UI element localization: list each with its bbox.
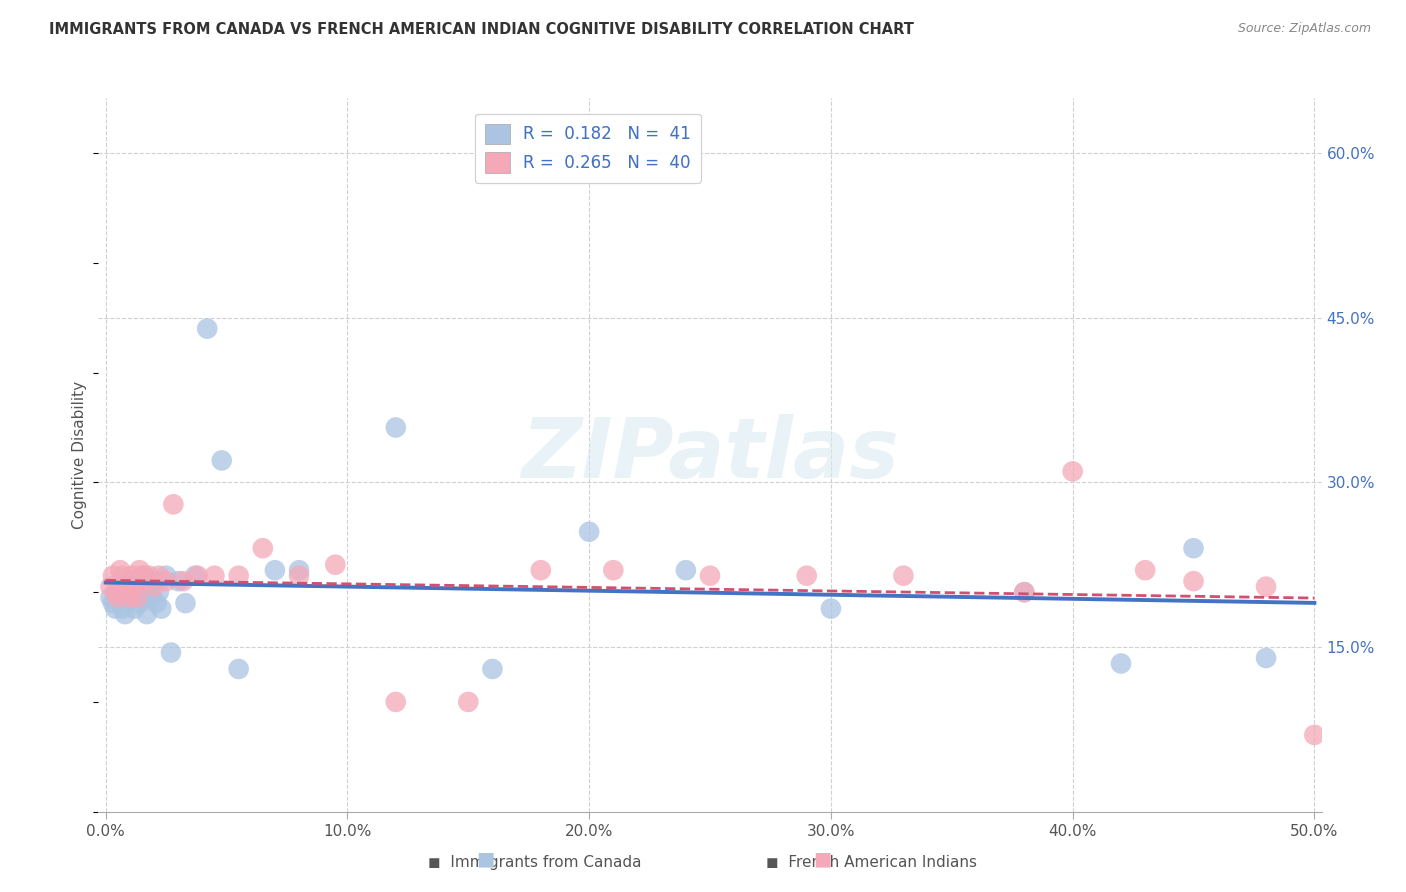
- Point: [1182, 541, 1205, 556]
- Point: [323, 558, 346, 572]
- Point: [117, 574, 139, 589]
- Point: [108, 591, 131, 605]
- Point: [118, 574, 141, 589]
- Point: [457, 695, 479, 709]
- Point: [602, 563, 624, 577]
- Point: [138, 591, 160, 605]
- Text: IMMIGRANTS FROM CANADA VS FRENCH AMERICAN INDIAN COGNITIVE DISABILITY CORRELATIO: IMMIGRANTS FROM CANADA VS FRENCH AMERICA…: [49, 22, 914, 37]
- Point: [228, 662, 250, 676]
- Text: ■: ■: [475, 850, 495, 869]
- Point: [148, 585, 170, 599]
- Point: [155, 568, 177, 582]
- Point: [114, 585, 136, 599]
- Point: [264, 563, 287, 577]
- Text: ◼  Immigrants from Canada: ◼ Immigrants from Canada: [427, 855, 641, 870]
- Point: [174, 596, 197, 610]
- Point: [228, 568, 250, 582]
- Point: [128, 563, 150, 577]
- Point: [107, 585, 129, 599]
- Point: [124, 601, 146, 615]
- Legend: R =  0.182   N =  41, R =  0.265   N =  40: R = 0.182 N = 41, R = 0.265 N = 40: [475, 113, 700, 183]
- Point: [1303, 728, 1326, 742]
- Point: [143, 580, 166, 594]
- Point: [796, 568, 818, 582]
- Point: [530, 563, 553, 577]
- Point: [481, 662, 503, 676]
- Point: [148, 568, 170, 582]
- Point: [118, 591, 141, 605]
- Point: [1182, 574, 1205, 589]
- Point: [127, 591, 149, 605]
- Point: [1062, 464, 1084, 478]
- Point: [1014, 585, 1036, 599]
- Point: [384, 695, 406, 709]
- Point: [1014, 585, 1036, 599]
- Point: [162, 497, 184, 511]
- Point: [111, 601, 134, 615]
- Point: [131, 568, 153, 582]
- Point: [172, 574, 194, 589]
- Point: [138, 568, 160, 582]
- Point: [100, 591, 122, 605]
- Y-axis label: Cognitive Disability: Cognitive Disability: [72, 381, 87, 529]
- Point: [134, 568, 156, 582]
- Point: [127, 585, 149, 599]
- Point: [124, 580, 146, 594]
- Point: [117, 591, 139, 605]
- Point: [578, 524, 600, 539]
- Point: [1254, 580, 1277, 594]
- Point: [675, 563, 697, 577]
- Point: [155, 574, 177, 589]
- Point: [145, 596, 167, 610]
- Point: [141, 591, 163, 605]
- Point: [288, 568, 311, 582]
- Point: [252, 541, 274, 556]
- Point: [101, 596, 124, 610]
- Point: [121, 591, 143, 605]
- Text: ■: ■: [813, 850, 832, 869]
- Point: [184, 568, 207, 582]
- Point: [107, 591, 129, 605]
- Point: [211, 453, 233, 467]
- Point: [820, 601, 842, 615]
- Point: [104, 601, 127, 615]
- Point: [111, 568, 134, 582]
- Point: [288, 563, 311, 577]
- Point: [114, 607, 136, 621]
- Point: [100, 580, 122, 594]
- Point: [108, 563, 131, 577]
- Text: Source: ZipAtlas.com: Source: ZipAtlas.com: [1237, 22, 1371, 36]
- Point: [186, 568, 208, 582]
- Point: [104, 585, 127, 599]
- Point: [134, 574, 156, 589]
- Point: [160, 646, 183, 660]
- Point: [135, 607, 157, 621]
- Point: [1254, 651, 1277, 665]
- Point: [384, 420, 406, 434]
- Point: [1109, 657, 1132, 671]
- Text: ◼  French American Indians: ◼ French American Indians: [766, 855, 977, 870]
- Point: [1133, 563, 1156, 577]
- Point: [143, 574, 166, 589]
- Point: [204, 568, 226, 582]
- Point: [167, 574, 190, 589]
- Point: [121, 568, 143, 582]
- Text: ZIPatlas: ZIPatlas: [522, 415, 898, 495]
- Point: [699, 568, 721, 582]
- Point: [101, 568, 124, 582]
- Point: [131, 591, 153, 605]
- Point: [893, 568, 915, 582]
- Point: [195, 321, 218, 335]
- Point: [150, 601, 173, 615]
- Point: [128, 596, 150, 610]
